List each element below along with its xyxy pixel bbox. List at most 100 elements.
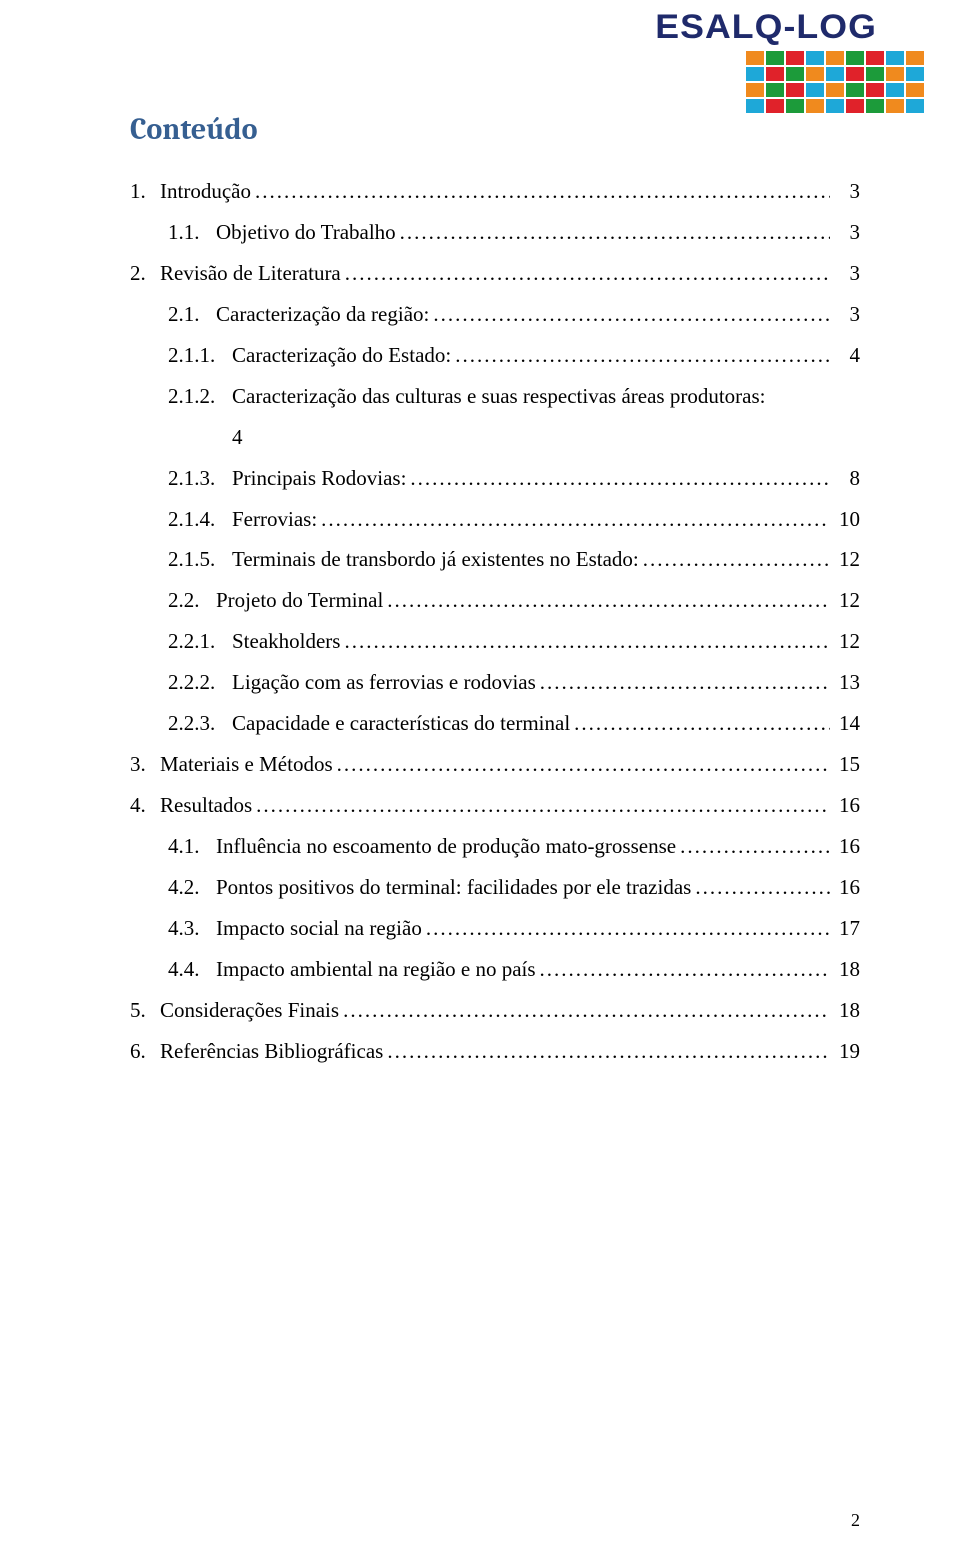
toc-entry-number: 1.1. bbox=[168, 212, 216, 253]
toc-entry-label: Pontos positivos do terminal: facilidade… bbox=[216, 867, 691, 908]
toc-entry-page: 3 bbox=[834, 212, 860, 253]
logo-cell bbox=[786, 67, 804, 81]
toc-entry-label: Introdução bbox=[160, 171, 251, 212]
toc-leader bbox=[337, 744, 830, 785]
toc-entry-number: 4.2. bbox=[168, 867, 216, 908]
logo-cell bbox=[806, 83, 824, 97]
toc-entry-label: Ligação com as ferrovias e rodovias bbox=[232, 662, 536, 703]
logo-cell bbox=[786, 51, 804, 65]
toc-leader bbox=[345, 253, 830, 294]
logo-cell bbox=[906, 51, 924, 65]
toc-entry-number: 2.2.1. bbox=[168, 621, 232, 662]
toc-entry-number: 2.1.2. bbox=[168, 376, 232, 417]
toc-entry-page: 19 bbox=[834, 1031, 860, 1072]
toc-entry-label: Objetivo do Trabalho bbox=[216, 212, 396, 253]
logo-cell bbox=[766, 83, 784, 97]
logo-cell bbox=[906, 67, 924, 81]
logo-cell bbox=[826, 67, 844, 81]
toc-leader bbox=[426, 908, 830, 949]
toc-leader bbox=[387, 1031, 830, 1072]
toc-entry-number: 2.1.4. bbox=[168, 499, 232, 540]
logo-cell bbox=[746, 51, 764, 65]
toc-entry-page: 4 bbox=[834, 335, 860, 376]
logo-cell bbox=[886, 51, 904, 65]
toc-entry-label: Principais Rodovias: bbox=[232, 458, 406, 499]
toc-leader bbox=[400, 212, 830, 253]
toc-entry-page: 17 bbox=[834, 908, 860, 949]
toc-entry-number: 3. bbox=[130, 744, 160, 785]
toc-entry[interactable]: 4.3.Impacto social na região 17 bbox=[130, 908, 860, 949]
logo-cell bbox=[766, 51, 784, 65]
toc-leader bbox=[680, 826, 830, 867]
toc-entry-page: 18 bbox=[834, 990, 860, 1031]
toc-entry-number: 4.3. bbox=[168, 908, 216, 949]
logo-cell bbox=[806, 67, 824, 81]
logo-cell bbox=[866, 83, 884, 97]
toc-leader bbox=[343, 990, 830, 1031]
toc-entry[interactable]: 4.1.Influência no escoamento de produção… bbox=[130, 826, 860, 867]
toc-entry-page: 15 bbox=[834, 744, 860, 785]
toc-entry-page: 12 bbox=[834, 539, 860, 580]
toc-entry-number: 4.4. bbox=[168, 949, 216, 990]
toc-entry-page: 3 bbox=[834, 171, 860, 212]
toc-entry[interactable]: 2.2.Projeto do Terminal12 bbox=[130, 580, 860, 621]
logo-cell bbox=[866, 99, 884, 113]
toc-entry-label: Impacto ambiental na região e no país bbox=[216, 949, 536, 990]
toc-entry-page: 16 bbox=[834, 785, 860, 826]
toc-entry[interactable]: 2.1.2.Caracterização das culturas e suas… bbox=[130, 376, 860, 417]
toc-entry-page: 8 bbox=[834, 458, 860, 499]
logo-cell bbox=[886, 67, 904, 81]
toc-entry[interactable]: 2.1.1.Caracterização do Estado:4 bbox=[130, 335, 860, 376]
toc-entry-page: 16 bbox=[834, 826, 860, 867]
toc-entry[interactable]: 1.Introdução3 bbox=[130, 171, 860, 212]
logo-cell bbox=[846, 83, 864, 97]
toc-entry[interactable]: 2.1.5.Terminais de transbordo já existen… bbox=[130, 539, 860, 580]
toc-entry-number: 2.1. bbox=[168, 294, 216, 335]
toc-entry[interactable]: 2.1.3.Principais Rodovias: 8 bbox=[130, 458, 860, 499]
toc-entry[interactable]: 1.1.Objetivo do Trabalho 3 bbox=[130, 212, 860, 253]
toc-leader bbox=[695, 867, 830, 908]
toc-entry-page: 14 bbox=[834, 703, 860, 744]
logo-cell bbox=[786, 99, 804, 113]
toc-entry-label: Caracterização das culturas e suas respe… bbox=[232, 376, 766, 417]
toc-entry-number: 2.1.3. bbox=[168, 458, 232, 499]
logo: ESALQ-LOG bbox=[662, 8, 932, 113]
toc-entry-label: Materiais e Métodos bbox=[160, 744, 333, 785]
logo-cell bbox=[866, 67, 884, 81]
toc-entry[interactable]: 2.2.3.Capacidade e características do te… bbox=[130, 703, 860, 744]
toc-entry-label: Capacidade e características do terminal bbox=[232, 703, 570, 744]
logo-cell bbox=[846, 99, 864, 113]
toc-entry[interactable]: 2.1.4.Ferrovias:10 bbox=[130, 499, 860, 540]
toc-entry[interactable]: 6.Referências Bibliográficas19 bbox=[130, 1031, 860, 1072]
toc-entry-page: 12 bbox=[834, 621, 860, 662]
toc-entry-label: Impacto social na região bbox=[216, 908, 422, 949]
logo-cell bbox=[786, 83, 804, 97]
toc-entry[interactable]: 4.Resultados 16 bbox=[130, 785, 860, 826]
toc-entry-label: Steakholders bbox=[232, 621, 340, 662]
toc-entry[interactable]: 5.Considerações Finais18 bbox=[130, 990, 860, 1031]
toc-leader bbox=[256, 785, 830, 826]
logo-cell bbox=[826, 99, 844, 113]
toc-leader bbox=[433, 294, 830, 335]
toc-entry-label: Resultados bbox=[160, 785, 252, 826]
toc-entry[interactable]: 4.2.Pontos positivos do terminal: facili… bbox=[130, 867, 860, 908]
toc-entry-number: 2.2.3. bbox=[168, 703, 232, 744]
toc-entry[interactable]: 2.Revisão de Literatura3 bbox=[130, 253, 860, 294]
toc-entry-page: 18 bbox=[834, 949, 860, 990]
toc-entry-number: 2.1.5. bbox=[168, 539, 232, 580]
toc-leader bbox=[540, 662, 830, 703]
toc-entry[interactable]: 3.Materiais e Métodos 15 bbox=[130, 744, 860, 785]
toc-entry-page: 13 bbox=[834, 662, 860, 703]
logo-cell bbox=[886, 99, 904, 113]
toc-entry[interactable]: 2.2.1.Steakholders 12 bbox=[130, 621, 860, 662]
toc-entry-number: 4. bbox=[130, 785, 160, 826]
toc-entry[interactable]: 4.4.Impacto ambiental na região e no paí… bbox=[130, 949, 860, 990]
toc-entry-label: Projeto do Terminal bbox=[216, 580, 383, 621]
toc-entry[interactable]: 2.2.2.Ligação com as ferrovias e rodovia… bbox=[130, 662, 860, 703]
toc-entry-page: 10 bbox=[834, 499, 860, 540]
toc-entry-label: Terminais de transbordo já existentes no… bbox=[232, 539, 639, 580]
toc-entry-number: 4.1. bbox=[168, 826, 216, 867]
logo-cell bbox=[826, 83, 844, 97]
toc-entry[interactable]: 2.1.Caracterização da região:3 bbox=[130, 294, 860, 335]
toc-entry-page: 16 bbox=[834, 867, 860, 908]
